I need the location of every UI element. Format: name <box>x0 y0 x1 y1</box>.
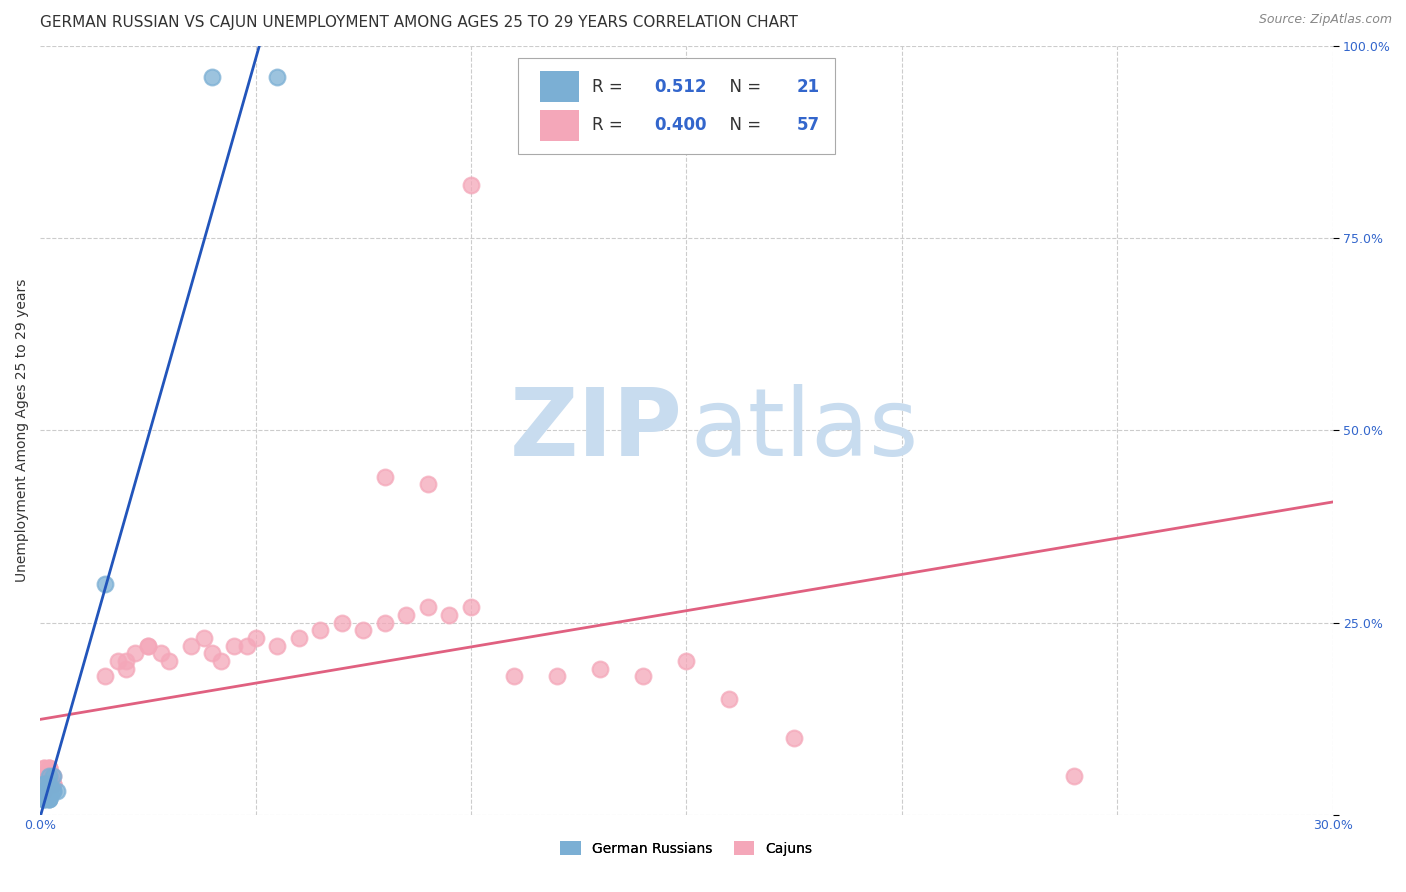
Point <box>201 70 224 85</box>
Point <box>34 777 56 791</box>
Point <box>633 669 655 683</box>
Legend: German Russians, Cajuns: German Russians, Cajuns <box>555 836 818 862</box>
Point <box>34 792 56 806</box>
Text: N =: N = <box>718 116 766 135</box>
Point <box>718 692 741 706</box>
Point <box>503 669 526 683</box>
Point <box>1063 769 1085 783</box>
Text: R =: R = <box>592 78 628 95</box>
Point <box>136 639 159 653</box>
Point <box>38 784 60 798</box>
Point <box>352 623 374 637</box>
Point <box>266 639 288 653</box>
Point <box>34 769 56 783</box>
Point <box>38 784 60 798</box>
FancyBboxPatch shape <box>519 58 835 154</box>
Point <box>42 777 65 791</box>
Point <box>34 777 56 791</box>
Point <box>201 646 224 660</box>
Point <box>34 784 56 798</box>
Point <box>38 761 60 775</box>
Point <box>180 639 202 653</box>
Text: 57: 57 <box>796 116 820 135</box>
Point <box>38 777 60 791</box>
Point <box>374 469 396 483</box>
Point <box>309 623 332 637</box>
Point <box>266 70 288 85</box>
Point <box>222 639 245 653</box>
Point <box>38 792 60 806</box>
Point <box>157 654 180 668</box>
Bar <box>540 71 579 102</box>
Point <box>287 631 309 645</box>
Text: ZIP: ZIP <box>509 384 682 476</box>
Point <box>93 577 115 591</box>
Point <box>245 631 267 645</box>
Point <box>783 731 806 745</box>
Point <box>46 784 69 798</box>
Point <box>460 600 482 615</box>
Point <box>42 777 65 791</box>
Point <box>34 761 56 775</box>
Point <box>42 769 65 783</box>
Point <box>34 792 56 806</box>
Point <box>38 769 60 783</box>
Point <box>38 777 60 791</box>
Point <box>38 792 60 806</box>
Text: 21: 21 <box>796 78 820 95</box>
Point <box>38 769 60 783</box>
Point <box>34 784 56 798</box>
Bar <box>540 110 579 141</box>
Point <box>38 777 60 791</box>
Point <box>38 769 60 783</box>
Point <box>136 639 159 653</box>
Text: Source: ZipAtlas.com: Source: ZipAtlas.com <box>1258 13 1392 27</box>
Point <box>675 654 697 668</box>
Point <box>395 607 418 622</box>
Point <box>193 631 215 645</box>
Point <box>38 792 60 806</box>
Text: 0.512: 0.512 <box>654 78 707 95</box>
Text: GERMAN RUSSIAN VS CAJUN UNEMPLOYMENT AMONG AGES 25 TO 29 YEARS CORRELATION CHART: GERMAN RUSSIAN VS CAJUN UNEMPLOYMENT AMO… <box>41 15 799 30</box>
Point <box>34 792 56 806</box>
Point <box>209 654 232 668</box>
Point <box>124 646 146 660</box>
Point <box>115 654 138 668</box>
Point <box>330 615 353 630</box>
Text: N =: N = <box>718 78 766 95</box>
Text: R =: R = <box>592 116 628 135</box>
Point <box>416 600 439 615</box>
Point <box>34 777 56 791</box>
Point <box>236 639 259 653</box>
Point <box>42 777 65 791</box>
Point <box>42 784 65 798</box>
Point <box>546 669 568 683</box>
Point <box>34 777 56 791</box>
Point <box>416 477 439 491</box>
Point <box>38 769 60 783</box>
Point <box>439 607 461 622</box>
Point <box>38 769 60 783</box>
Text: 0.400: 0.400 <box>654 116 707 135</box>
Y-axis label: Unemployment Among Ages 25 to 29 years: Unemployment Among Ages 25 to 29 years <box>15 279 30 582</box>
Point <box>107 654 129 668</box>
Point <box>42 784 65 798</box>
Point <box>42 769 65 783</box>
Point <box>38 761 60 775</box>
Point <box>38 761 60 775</box>
Point <box>34 761 56 775</box>
Point <box>374 615 396 630</box>
Point <box>460 178 482 192</box>
Point <box>589 662 612 676</box>
Point <box>93 669 115 683</box>
Point <box>115 662 138 676</box>
Point <box>149 646 172 660</box>
Text: atlas: atlas <box>690 384 918 476</box>
Point <box>34 784 56 798</box>
Point <box>34 784 56 798</box>
